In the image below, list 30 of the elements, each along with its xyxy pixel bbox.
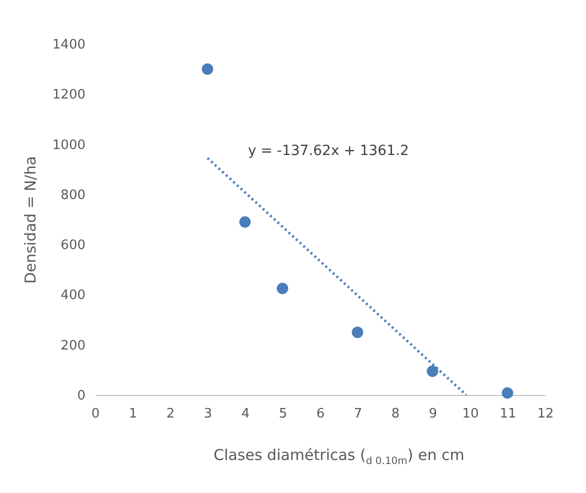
- x-tick-label: 7: [354, 406, 362, 422]
- y-tick-label: 200: [60, 338, 86, 354]
- point: [502, 387, 514, 399]
- y-tick-label: 1400: [52, 38, 86, 52]
- point: [426, 365, 438, 377]
- x-tick-label: 5: [278, 406, 288, 422]
- x-tick-label: 3: [204, 406, 212, 422]
- y-axis-title: Densidad = N/ha: [21, 156, 40, 284]
- x-tick-label: 8: [391, 406, 400, 422]
- x-tick-label: 6: [316, 406, 325, 422]
- x-tick-label: 0: [91, 406, 100, 422]
- x-tick-label: 2: [166, 406, 175, 422]
- x-tick-label: 12: [537, 406, 554, 422]
- y-tick-label: 0: [77, 388, 86, 404]
- x-tick-label: 9: [428, 406, 438, 422]
- annotation: y = -137.62x + 1361.2: [248, 143, 409, 159]
- y-tick-label: 800: [60, 188, 86, 203]
- y-tick-label: 400: [60, 288, 86, 304]
- x-tick-label: 1: [128, 406, 138, 422]
- x-tick-label: 10: [462, 406, 479, 422]
- y-tick-label: 1200: [52, 88, 86, 103]
- y-tick-label: 1000: [52, 138, 86, 153]
- x-tick-label: 11: [500, 406, 516, 422]
- x-axis-title: Clases diamétricas ($_{d 0.10m}$) en cm: [212, 446, 466, 467]
- point: [276, 282, 288, 294]
- point: [352, 326, 364, 338]
- y-tick-label: 600: [60, 238, 86, 254]
- point: [202, 63, 214, 75]
- point: [239, 216, 251, 228]
- x-tick-label: 4: [241, 406, 250, 422]
